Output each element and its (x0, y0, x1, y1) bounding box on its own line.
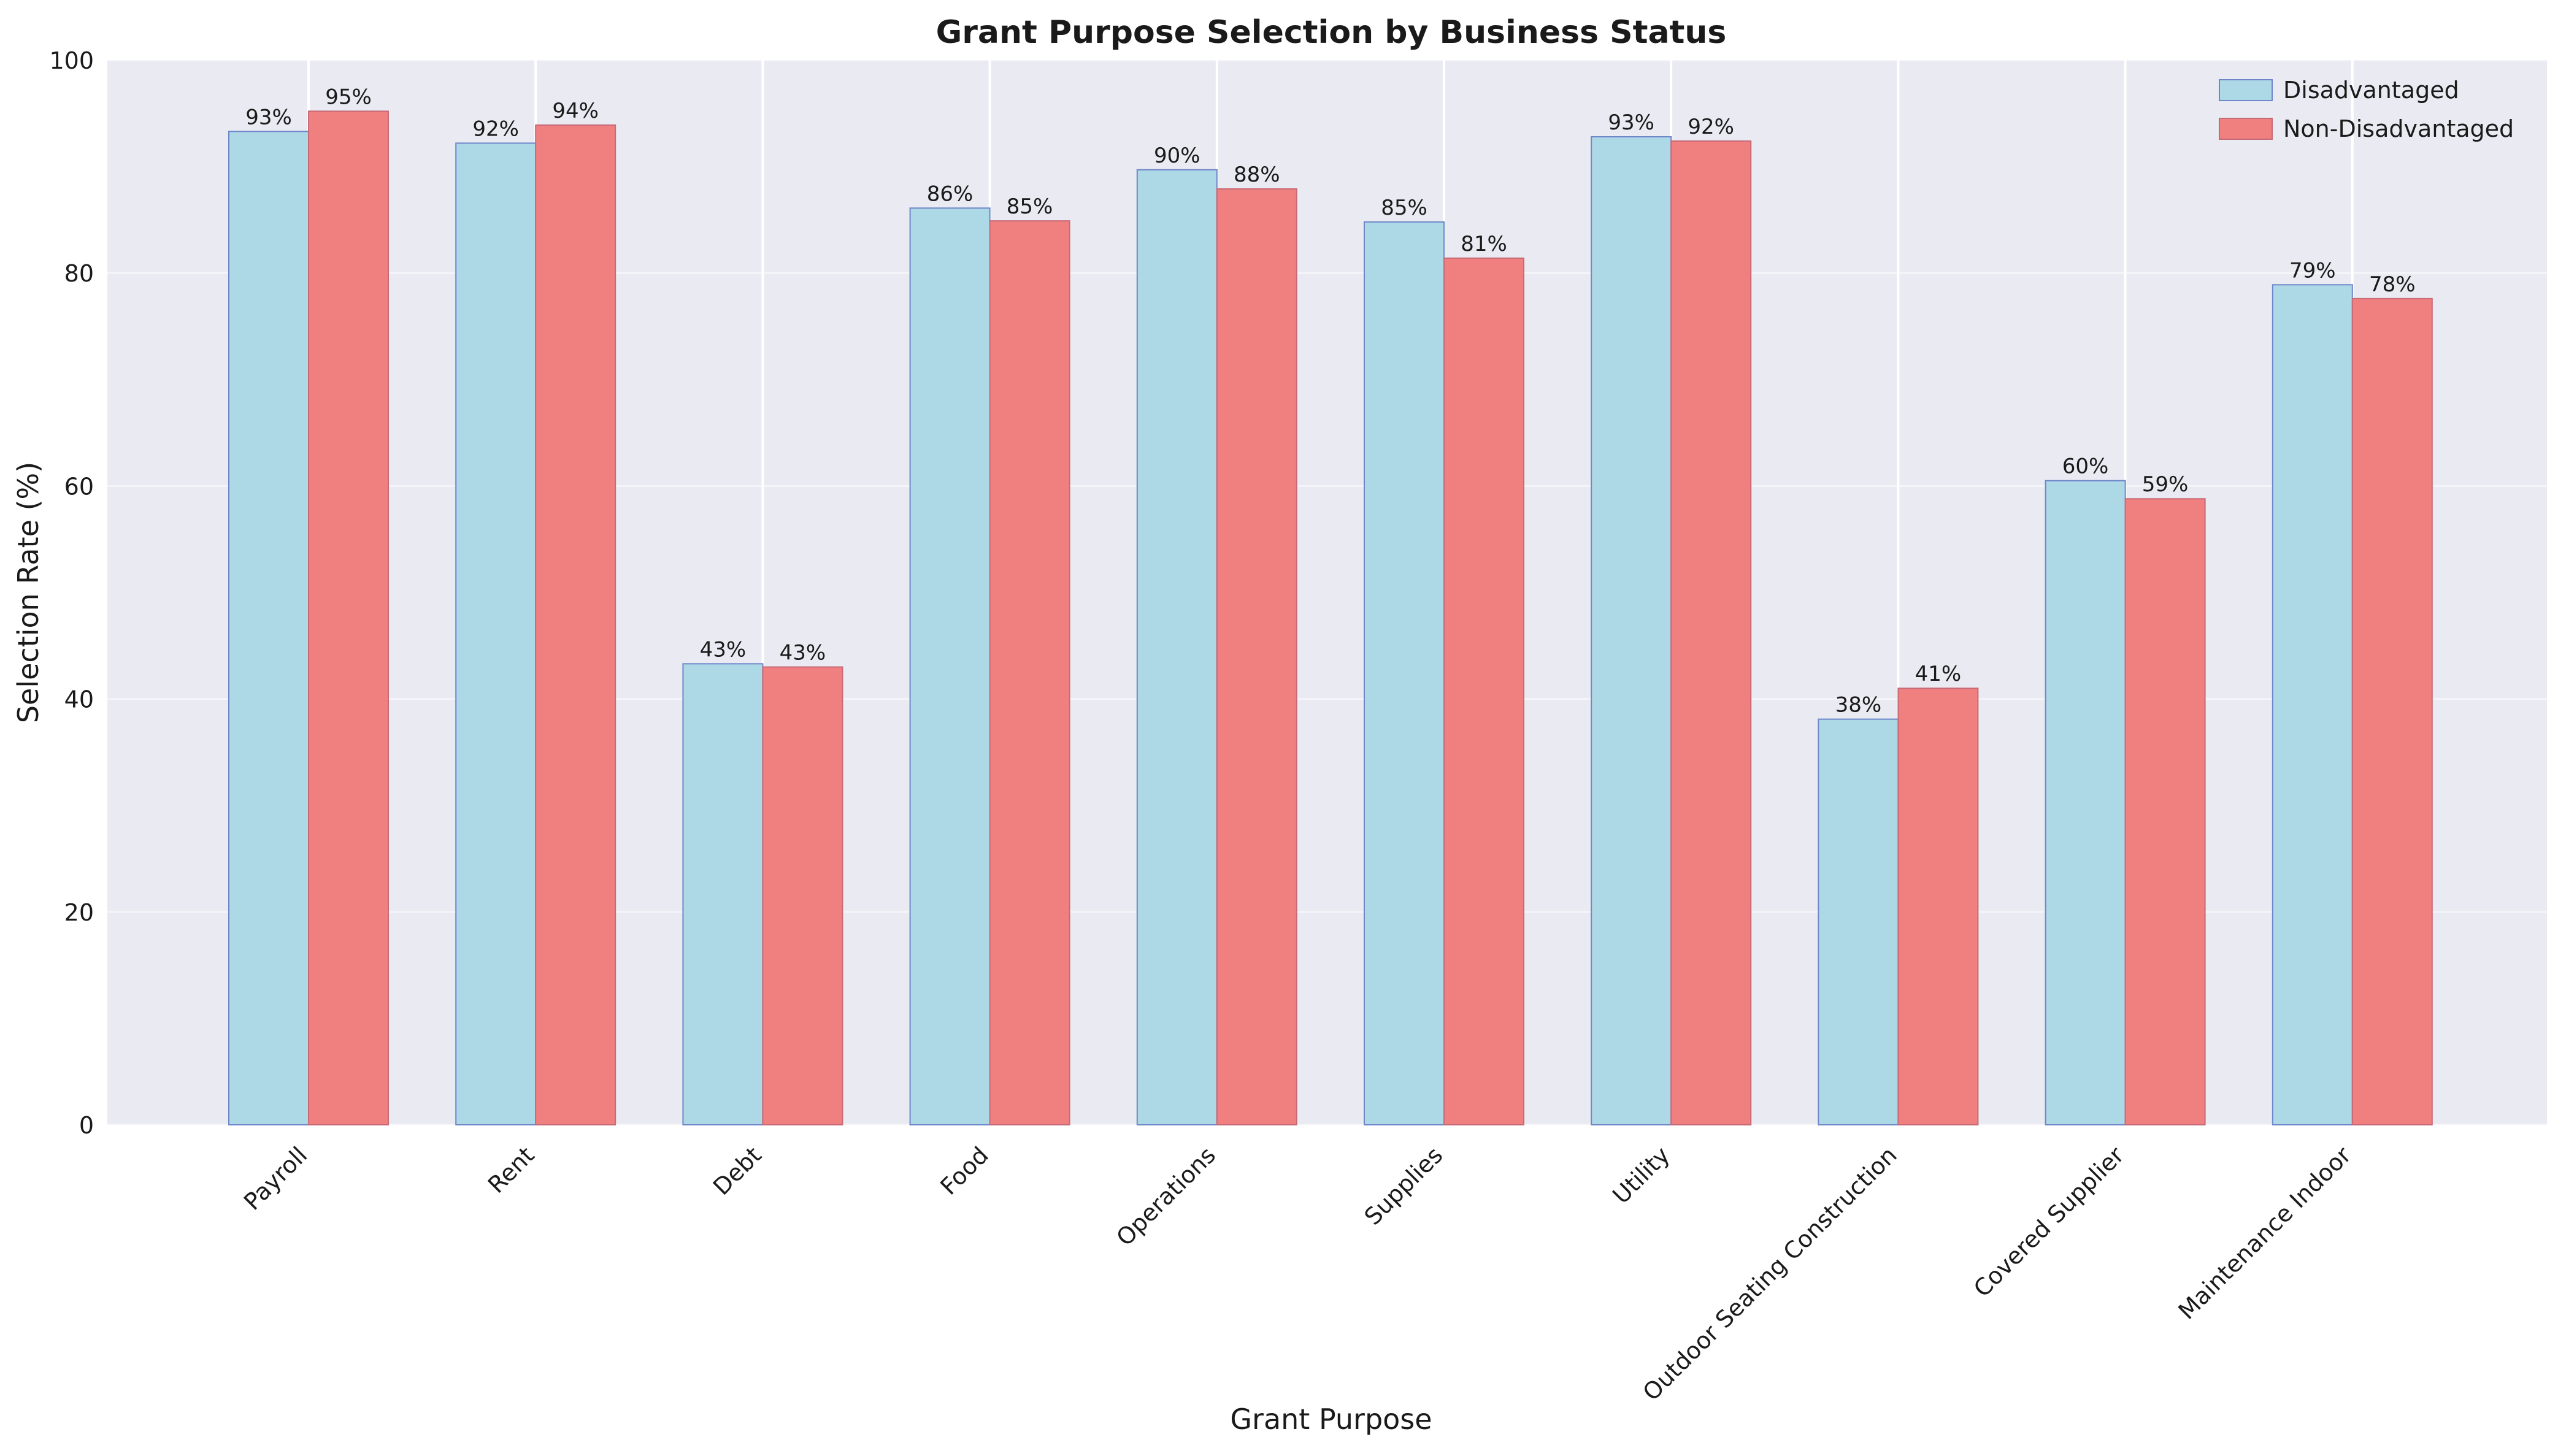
data-label-non-disadvantaged-utility: 92% (1688, 115, 1734, 139)
bar-non-disadvantaged-maintenance-indoor (2351, 297, 2433, 1125)
bar-non-disadvantaged-supplies (1443, 257, 1524, 1125)
data-label-disadvantaged-payroll: 93% (245, 105, 292, 129)
data-label-disadvantaged-utility: 93% (1608, 110, 1654, 135)
y-tick-label: 40 (64, 686, 94, 713)
bar-non-disadvantaged-food (989, 220, 1070, 1125)
x-axis-label: Grant Purpose (1230, 1403, 1432, 1436)
bar-disadvantaged-rent (455, 142, 537, 1126)
bar-non-disadvantaged-utility (1670, 140, 1752, 1125)
data-label-disadvantaged-food: 86% (927, 182, 974, 206)
data-label-disadvantaged-rent: 92% (472, 117, 519, 141)
bar-disadvantaged-payroll (228, 131, 309, 1125)
y-tick-label: 80 (64, 260, 94, 287)
bar-disadvantaged-outdoor-seating-construction (1818, 718, 1899, 1125)
legend: Disadvantaged Non-Disadvantaged (2219, 77, 2514, 142)
data-label-disadvantaged-supplies: 85% (1381, 196, 1427, 220)
bar-disadvantaged-covered-supplier (2045, 480, 2126, 1125)
data-label-disadvantaged-operations: 90% (1154, 144, 1200, 168)
data-label-non-disadvantaged-food: 85% (1007, 194, 1053, 219)
data-label-non-disadvantaged-payroll: 95% (325, 85, 372, 109)
bar-disadvantaged-debt (682, 663, 764, 1125)
bar-disadvantaged-operations (1136, 169, 1218, 1126)
data-label-non-disadvantaged-outdoor-seating-construction: 41% (1915, 662, 1962, 686)
legend-swatch-disadvantaged (2219, 79, 2273, 101)
legend-swatch-non-disadvantaged (2219, 118, 2273, 140)
bar-disadvantaged-utility (1591, 136, 1672, 1126)
data-label-non-disadvantaged-supplies: 81% (1461, 232, 1507, 256)
data-label-disadvantaged-outdoor-seating-construction: 38% (1835, 693, 1882, 718)
data-label-disadvantaged-debt: 43% (700, 637, 747, 662)
bar-disadvantaged-supplies (1364, 221, 1445, 1126)
bar-non-disadvantaged-rent (535, 124, 616, 1125)
bars (228, 110, 2433, 1126)
data-label-non-disadvantaged-debt: 43% (780, 641, 826, 665)
data-label-non-disadvantaged-rent: 94% (552, 99, 599, 123)
data-label-disadvantaged-covered-supplier: 60% (2062, 454, 2109, 479)
data-label-non-disadvantaged-covered-supplier: 59% (2142, 472, 2189, 497)
y-axis-ticks: 0 20 40 60 80 100 (49, 47, 94, 1139)
legend-label-disadvantaged: Disadvantaged (2283, 77, 2459, 104)
y-tick-label: 0 (79, 1112, 94, 1139)
bar-non-disadvantaged-payroll (308, 110, 389, 1125)
data-label-non-disadvantaged-operations: 88% (1234, 163, 1280, 187)
data-labels: 93% 92% 43% 86% 90% 85% 93% 38% 60% 79% 95% 94% 43% 8… (245, 85, 2415, 717)
y-tick-label: 100 (49, 47, 94, 74)
legend-label-non-disadvantaged: Non-Disadvantaged (2283, 115, 2514, 142)
y-tick-label: 20 (64, 899, 94, 926)
data-label-disadvantaged-maintenance-indoor: 79% (2289, 258, 2336, 283)
bar-disadvantaged-maintenance-indoor (2272, 284, 2353, 1125)
data-label-non-disadvantaged-maintenance-indoor: 78% (2369, 272, 2416, 297)
bar-disadvantaged-food (909, 207, 991, 1126)
y-tick-label: 60 (64, 473, 94, 500)
y-axis-label: Selection Rate (%) (12, 462, 45, 723)
chart-title: Grant Purpose Selection by Business Stat… (936, 14, 1727, 51)
bar-non-disadvantaged-operations (1216, 188, 1297, 1125)
bar-non-disadvantaged-outdoor-seating-construction (1897, 688, 1979, 1125)
bar-non-disadvantaged-covered-supplier (2124, 498, 2206, 1125)
bar-non-disadvantaged-debt (762, 666, 843, 1125)
